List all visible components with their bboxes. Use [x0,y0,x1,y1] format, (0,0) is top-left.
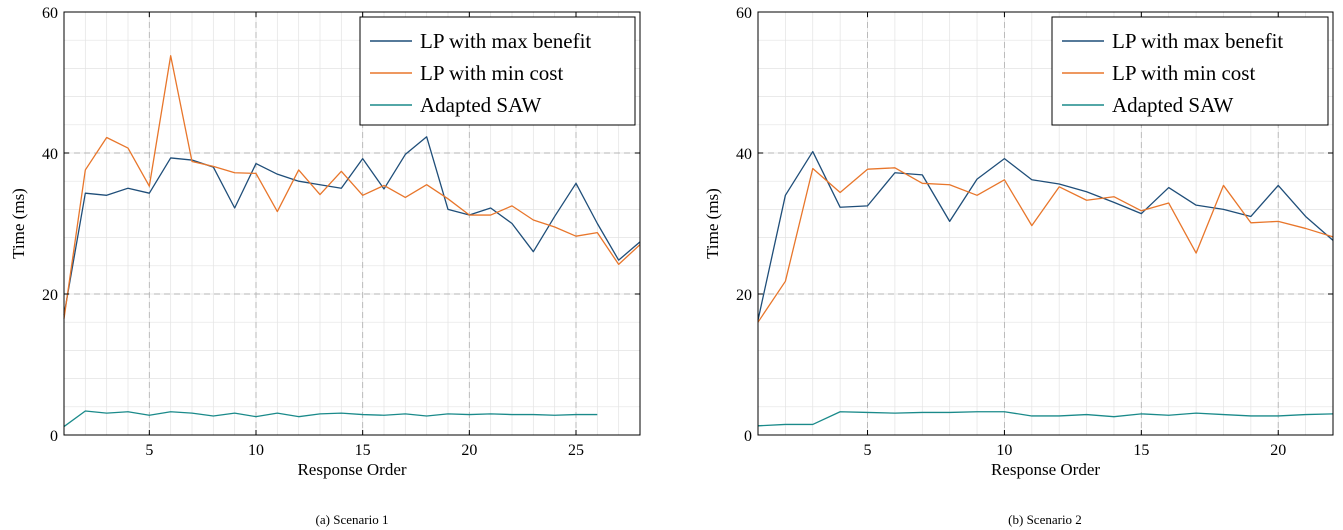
chart-panel-2: 5 10 15 20 0 20 40 60 Response Order Time (ms) LP … [703,5,1334,527]
y-tick-label: 20 [42,287,58,304]
x-tick-label: 10 [248,442,264,459]
legend-entry-1: LP with max benefit [420,29,591,53]
x-tick-label: 20 [461,442,477,459]
chart-panel-1: 5 10 15 20 25 0 20 40 60 Response Order Time (ms) L… [9,5,641,527]
y-axis-label: Time (ms) [9,188,28,259]
series-line-1 [63,136,641,316]
series-line-2 [757,167,1334,323]
y-tick-label: 0 [50,428,58,445]
legend-entry-1: LP with max benefit [1112,29,1283,53]
legend-entry-2: LP with min cost [1112,61,1255,85]
series-line-3 [757,411,1334,427]
legend-entry-2: LP with min cost [420,61,563,85]
y-tick-label: 60 [42,5,58,22]
x-tick-label: 15 [1133,442,1149,459]
y-tick-label: 20 [736,287,752,304]
y-tick-label: 60 [736,5,752,22]
legend-entry-3: Adapted SAW [1112,93,1234,117]
series-line-1 [757,150,1334,321]
legend: LP with max benefit LP with min cost Adapt… [1051,16,1329,126]
series-line-2 [63,55,641,319]
legend-entry-3: Adapted SAW [420,93,542,117]
x-axis-label: Response Order [297,460,406,479]
x-tick-label: 5 [864,442,872,459]
x-axis-label: Response Order [991,460,1100,479]
x-tick-label: 5 [145,442,153,459]
x-tick-label: 25 [568,442,584,459]
plot-frame [63,11,641,436]
y-tick-label: 40 [736,146,752,163]
legend-box [359,16,636,126]
x-tick-label: 20 [1270,442,1286,459]
y-tick-label: 0 [744,428,752,445]
x-tick-label: 10 [996,442,1012,459]
series-line-3 [63,410,598,428]
y-tick-label: 40 [42,146,58,163]
chart-caption: (b) Scenario 2 [1008,512,1082,527]
x-tick-label: 15 [355,442,371,459]
y-axis-label: Time (ms) [703,188,722,259]
legend-box [1051,16,1329,126]
plot-frame [757,11,1334,436]
chart-caption: (a) Scenario 1 [316,512,389,527]
legend: LP with max benefit LP with min cost Adapt… [359,16,636,126]
